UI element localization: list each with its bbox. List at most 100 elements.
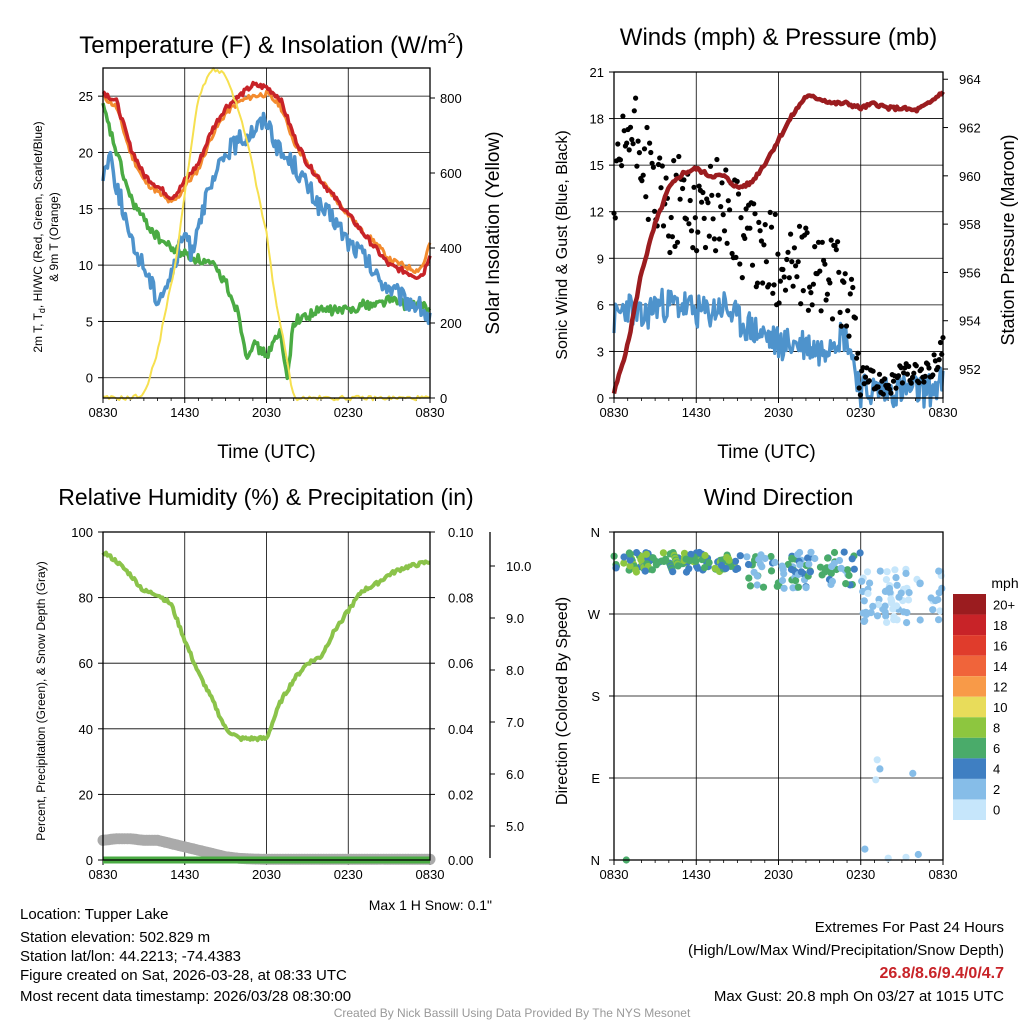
temp-xaxis-title: Time (UTC)	[217, 442, 316, 463]
rh-xtick-label: 0830	[89, 867, 118, 882]
gust-point	[686, 221, 692, 227]
wind-direction-point	[771, 558, 779, 567]
gust-point	[762, 222, 768, 228]
gust-point	[683, 216, 690, 222]
wind-direction-point	[862, 608, 870, 617]
gust-point	[866, 378, 872, 384]
wind-ytick-label: 21	[590, 65, 604, 80]
temp-series-hiwc	[101, 111, 432, 326]
pressure-ytick-label: 952	[959, 362, 981, 377]
wind-direction-point	[685, 565, 693, 573]
wind-direction-point	[744, 560, 753, 569]
gust-point	[630, 141, 636, 147]
gust-point	[714, 156, 720, 163]
wind-direction-point	[864, 589, 872, 598]
wind-direction-point	[626, 556, 634, 564]
gust-point	[807, 284, 813, 290]
colorbar-label: 6	[993, 741, 1000, 756]
gust-point	[694, 248, 700, 254]
gust-point	[843, 323, 850, 329]
temp-series-2mt	[101, 80, 432, 281]
gust-point	[786, 275, 792, 281]
gust-point	[895, 373, 902, 379]
created-text: Figure created on Sat, 2026-03-28, at 08…	[20, 967, 347, 984]
wind-direction-point	[934, 596, 942, 604]
snow-ytick-label: 8.0	[506, 663, 524, 678]
colorbar-label: 12	[993, 679, 1007, 694]
gust-point	[729, 250, 735, 257]
gust-point	[706, 233, 712, 239]
gust-point	[913, 363, 919, 369]
gust-point	[890, 378, 897, 384]
wind-direction-point	[873, 612, 882, 620]
gust-point	[788, 231, 794, 237]
wind-direction-point	[806, 568, 815, 576]
gust-point	[791, 245, 798, 251]
gust-point	[727, 207, 733, 213]
gust-point	[864, 365, 870, 371]
snow-ytick-label: 10.0	[506, 559, 531, 574]
gust-point	[848, 276, 855, 282]
wind-direction-point	[892, 574, 900, 582]
insolation-ytick-label: 600	[440, 166, 462, 181]
wind-direction-point	[830, 548, 839, 557]
wind-direction-point	[850, 565, 858, 573]
wind-direction-point	[759, 583, 768, 591]
gust-point	[633, 95, 639, 101]
wind-yaxis-title: Sonic Wind & Gust (Blue, Black)	[554, 130, 571, 359]
gust-point	[767, 209, 773, 215]
wind-direction-point	[686, 557, 694, 565]
gust-point	[850, 284, 856, 291]
rh-ytick-label: 0	[86, 853, 93, 868]
gust-point	[804, 230, 810, 236]
wind-direction-point	[723, 553, 731, 562]
gust-point	[657, 155, 663, 161]
gust-point	[935, 364, 941, 370]
gust-point	[711, 236, 718, 242]
wind-ytick-label: 15	[590, 158, 604, 173]
wind-direction-point	[731, 557, 740, 565]
wind-direction-point	[778, 576, 787, 585]
wind-direction-point	[883, 618, 891, 627]
gust-point	[677, 196, 683, 202]
wind-direction-point	[773, 582, 781, 590]
wind-direction-point	[767, 552, 775, 561]
wind-direction-point	[736, 552, 744, 560]
solar-insolation-line	[102, 67, 431, 402]
wind-direction-point	[620, 559, 628, 567]
gust-point	[906, 363, 912, 369]
wind-direction-point	[674, 562, 682, 570]
wind-direction-point	[893, 581, 901, 589]
location-text: Location: Tupper Lake	[20, 906, 169, 923]
temp-xtick-label: 1430	[170, 405, 199, 420]
gust-point	[660, 223, 667, 229]
precip-ytick-label: 0.08	[448, 591, 473, 606]
gust-point	[687, 197, 693, 204]
gust-point	[810, 281, 817, 287]
gust-point	[875, 384, 881, 390]
gust-point	[713, 248, 719, 254]
wdir-xtick-label: 1430	[682, 867, 711, 882]
rh-yaxis-title: Percent, Precipitation (Green), & Snow D…	[34, 561, 48, 840]
gust-point	[854, 355, 860, 361]
wind-direction-point	[827, 569, 835, 578]
extremes-title: Extremes For Past 24 Hours	[814, 919, 1004, 936]
gust-point	[770, 290, 776, 296]
wind-direction-point	[935, 567, 943, 575]
wind-direction-point	[902, 853, 910, 861]
gust-point	[691, 184, 697, 190]
colorbar-unit-label: mph	[991, 575, 1018, 591]
temp-series-9mt	[102, 89, 432, 274]
gust-point	[800, 288, 806, 294]
rh-ytick-label: 100	[71, 525, 93, 540]
colorbar-label: 10	[993, 700, 1007, 715]
gust-point	[836, 269, 842, 275]
rh-plot-frame	[102, 531, 431, 861]
wind-direction-point	[897, 589, 905, 597]
snow-ytick-label: 7.0	[506, 715, 524, 730]
wind-direction-point	[867, 609, 875, 617]
rh-ytick-label: 80	[79, 591, 93, 606]
wind-direction-point	[914, 850, 922, 859]
wind-direction-point	[903, 619, 911, 627]
